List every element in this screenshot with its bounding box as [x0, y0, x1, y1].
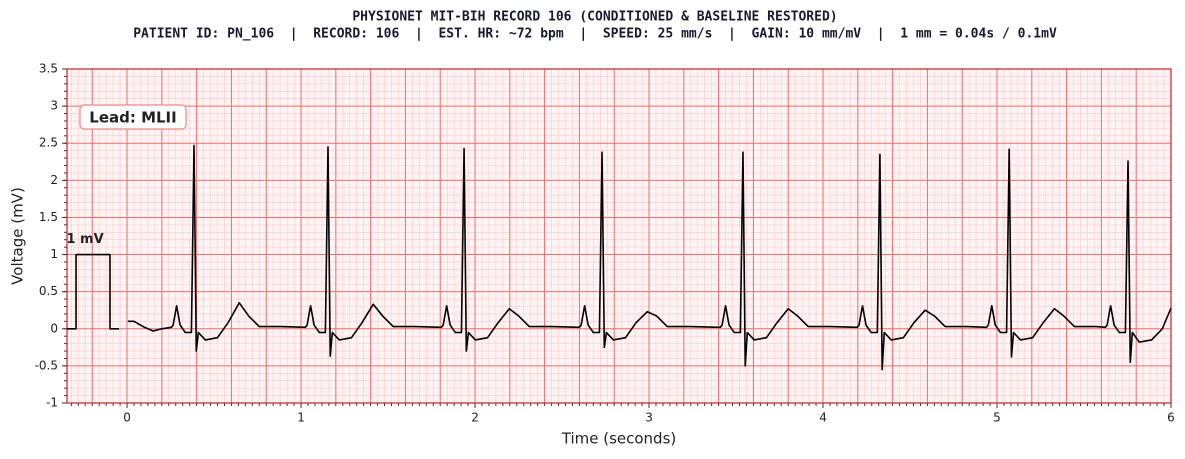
x-tick-label: 6 — [1167, 411, 1175, 425]
ecg-trace — [67, 253, 120, 330]
x-tick-label: 2 — [471, 411, 479, 425]
x-tick-label: 0 — [123, 411, 131, 425]
x-tick-label: 5 — [993, 411, 1001, 425]
x-tick-label: 3 — [645, 411, 653, 425]
y-tick-label: 2 — [50, 173, 58, 187]
calibration-label: 1 mV — [66, 232, 103, 247]
lead-box — [79, 104, 187, 130]
y-tick-label: 3.5 — [39, 62, 58, 76]
y-axis-label: Voltage (mV) — [9, 187, 27, 285]
y-tick-label: 1 — [50, 247, 58, 261]
plot-background — [67, 69, 1171, 403]
ecg-trace — [127, 144, 1172, 371]
x-axis-label: Time (seconds) — [561, 430, 677, 448]
y-tick-label: 0.5 — [39, 284, 58, 298]
y-tick-label: 0 — [50, 321, 58, 335]
plot-border — [66, 68, 1172, 404]
x-tick-label: 1 — [297, 411, 305, 425]
y-tick-label: 3 — [50, 99, 58, 113]
lead-label: Lead: MLII — [89, 109, 176, 127]
x-tick-label: 4 — [819, 411, 827, 425]
chart-title: PHYSIONET MIT-BIH RECORD 106 (CONDITIONE… — [352, 10, 837, 25]
y-tick-label: 2.5 — [39, 136, 58, 150]
y-tick-label: -0.5 — [35, 358, 58, 372]
y-tick-label: 1.5 — [39, 210, 58, 224]
y-tick-label: -1 — [46, 396, 58, 410]
chart-subtitle: PATIENT ID: PN_106 | RECORD: 106 | EST. … — [133, 27, 1057, 42]
